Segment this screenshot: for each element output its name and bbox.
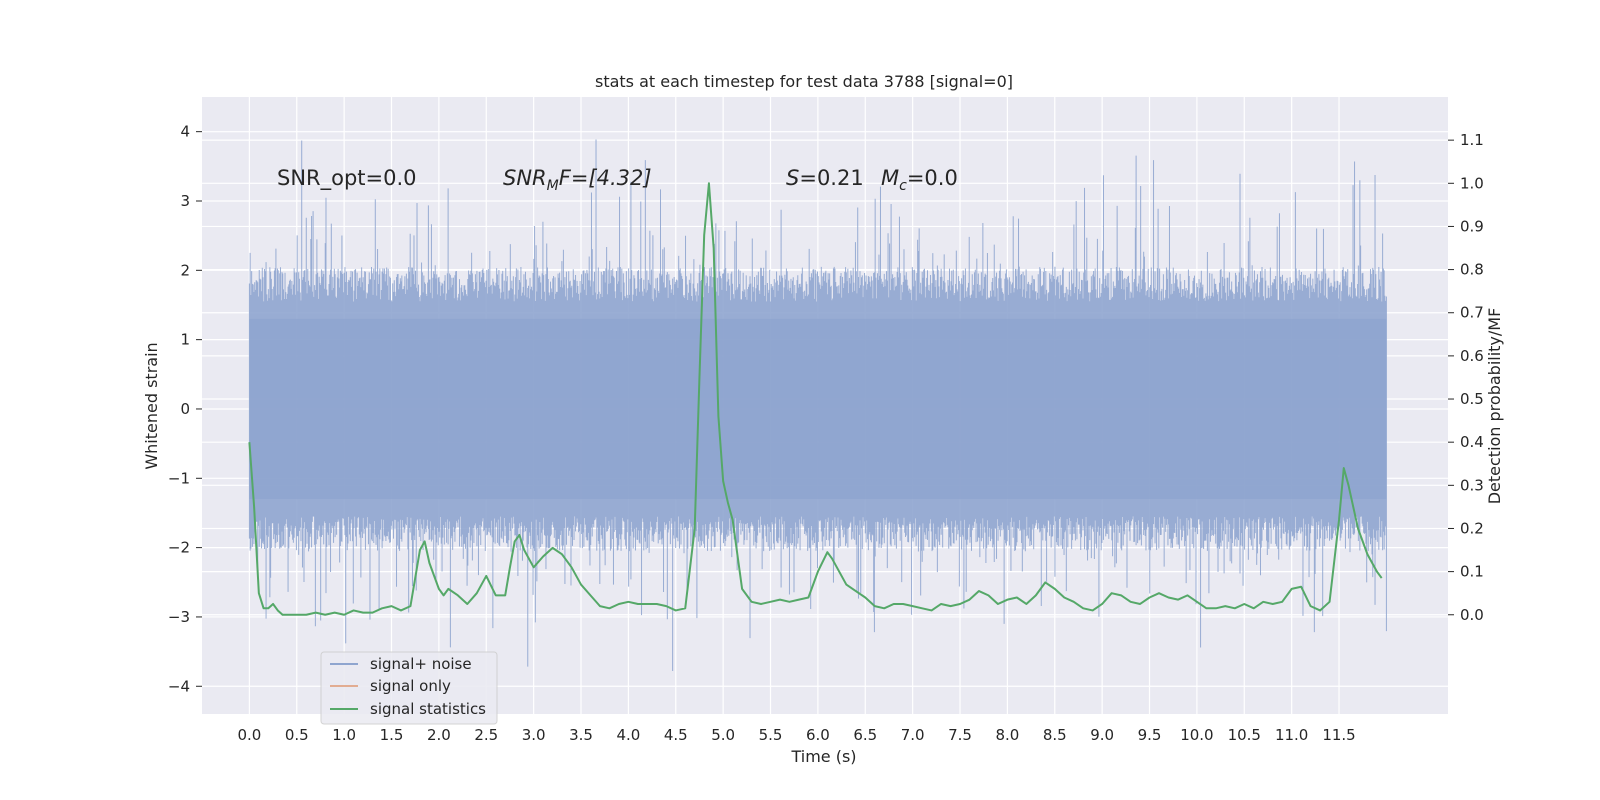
y-tick-label: −3 bbox=[168, 608, 190, 626]
legend: signal+ noise signal only signal statist… bbox=[320, 651, 498, 725]
annotation-snr-mf-base: SNR bbox=[503, 166, 547, 190]
y2-tick-label: 0.4 bbox=[1460, 433, 1484, 451]
chart-title: stats at each timestep for test data 378… bbox=[595, 72, 1013, 91]
annotation-mc: Mc=0.0 bbox=[881, 166, 958, 194]
annotation-s-base: S bbox=[786, 166, 799, 190]
annotation-s-rest: =0.21 bbox=[799, 166, 863, 190]
y2-tick-label: 0.2 bbox=[1460, 519, 1484, 537]
y2-tick-label: 0.3 bbox=[1460, 476, 1484, 494]
y-tick-label: 3 bbox=[180, 192, 190, 210]
y-tick-label: 2 bbox=[180, 261, 190, 279]
noise-trace bbox=[248, 139, 1387, 671]
annotation-snr-opt: SNR_opt=0.0 bbox=[277, 166, 417, 191]
annotation-snr-mf-rest: F=[4.32] bbox=[559, 166, 652, 190]
series-signal-statistics bbox=[248, 182, 1383, 616]
legend-label-signal-noise: signal+ noise bbox=[370, 655, 472, 673]
x-tick-label: 10.5 bbox=[1228, 726, 1261, 744]
series-signal-noise bbox=[248, 139, 1387, 671]
x-tick-label: 7.5 bbox=[948, 726, 972, 744]
legend-box bbox=[320, 651, 498, 725]
x-tick-label: 7.0 bbox=[901, 726, 925, 744]
x-tick-label: 9.0 bbox=[1090, 726, 1114, 744]
x-tick-label: 6.0 bbox=[806, 726, 830, 744]
x-tick-label: 9.5 bbox=[1138, 726, 1162, 744]
x-tick-label: 1.5 bbox=[380, 726, 404, 744]
x-tick-label: 5.0 bbox=[711, 726, 735, 744]
x-tick-label: 10.0 bbox=[1180, 726, 1213, 744]
y2-tick-label: 0.5 bbox=[1460, 390, 1484, 408]
y-axis-title: Whitened strain bbox=[142, 342, 161, 469]
x-tick-label: 11.0 bbox=[1275, 726, 1308, 744]
y2-axis-title: Detection probability/MF bbox=[1485, 308, 1504, 505]
y2-tick-label: 0.1 bbox=[1460, 563, 1484, 581]
y-tick-label: −4 bbox=[168, 677, 190, 695]
x-tick-label: 1.0 bbox=[332, 726, 356, 744]
x-tick-label: 0.0 bbox=[237, 726, 261, 744]
y2-tick-label: 1.1 bbox=[1460, 131, 1484, 149]
legend-label-signal-statistics: signal statistics bbox=[370, 700, 486, 718]
x-tick-label: 0.5 bbox=[285, 726, 309, 744]
legend-label-signal-only: signal only bbox=[370, 677, 451, 695]
x-tick-label: 2.5 bbox=[474, 726, 498, 744]
annotation-mc-rest: =0.0 bbox=[907, 166, 958, 190]
x-tick-label: 8.5 bbox=[1043, 726, 1067, 744]
x-tick-label: 3.0 bbox=[522, 726, 546, 744]
y2-tick-label: 0.9 bbox=[1460, 217, 1484, 235]
statistics-line bbox=[248, 182, 1383, 616]
x-tick-label: 4.0 bbox=[616, 726, 640, 744]
y-axis: −4 −3 −2 −1 0 1 2 3 4 bbox=[168, 123, 202, 695]
y-tick-label: 0 bbox=[180, 400, 190, 418]
y2-axis: 0.0 0.1 0.2 0.3 0.4 0.5 0.6 0.7 0.8 0.9 1.0 1.1 bbox=[1448, 131, 1484, 624]
x-tick-label: 3.5 bbox=[569, 726, 593, 744]
y-tick-label: −2 bbox=[168, 539, 190, 557]
annotation-snr-mf-sub: M bbox=[547, 178, 559, 194]
annotation-mc-base: M bbox=[881, 166, 899, 190]
y-tick-label: 1 bbox=[180, 331, 190, 349]
x-tick-label: 11.5 bbox=[1322, 726, 1355, 744]
y-tick-label: −1 bbox=[168, 469, 190, 487]
y-tick-label: 4 bbox=[180, 123, 190, 141]
annotation-s: S=0.21 bbox=[786, 166, 864, 190]
annotation-snr-mf: SNRMF=[4.32] bbox=[503, 166, 652, 194]
x-axis-title: Time (s) bbox=[790, 747, 856, 766]
y2-tick-label: 0.0 bbox=[1460, 606, 1484, 624]
x-tick-label: 2.0 bbox=[427, 726, 451, 744]
x-tick-label: 8.0 bbox=[995, 726, 1019, 744]
x-tick-label: 6.5 bbox=[853, 726, 877, 744]
y2-tick-label: 0.6 bbox=[1460, 347, 1484, 365]
y2-tick-label: 0.8 bbox=[1460, 261, 1484, 279]
y2-tick-label: 1.0 bbox=[1460, 174, 1484, 192]
x-axis: 0.0 0.5 1.0 1.5 2.0 2.5 3.0 3.5 4.0 4.5 5.0 5.5 6.0 6… bbox=[237, 726, 1355, 744]
annotation-mc-sub: c bbox=[899, 178, 907, 194]
x-tick-label: 5.5 bbox=[759, 726, 783, 744]
y2-tick-label: 0.7 bbox=[1460, 304, 1484, 322]
x-tick-label: 4.5 bbox=[664, 726, 688, 744]
